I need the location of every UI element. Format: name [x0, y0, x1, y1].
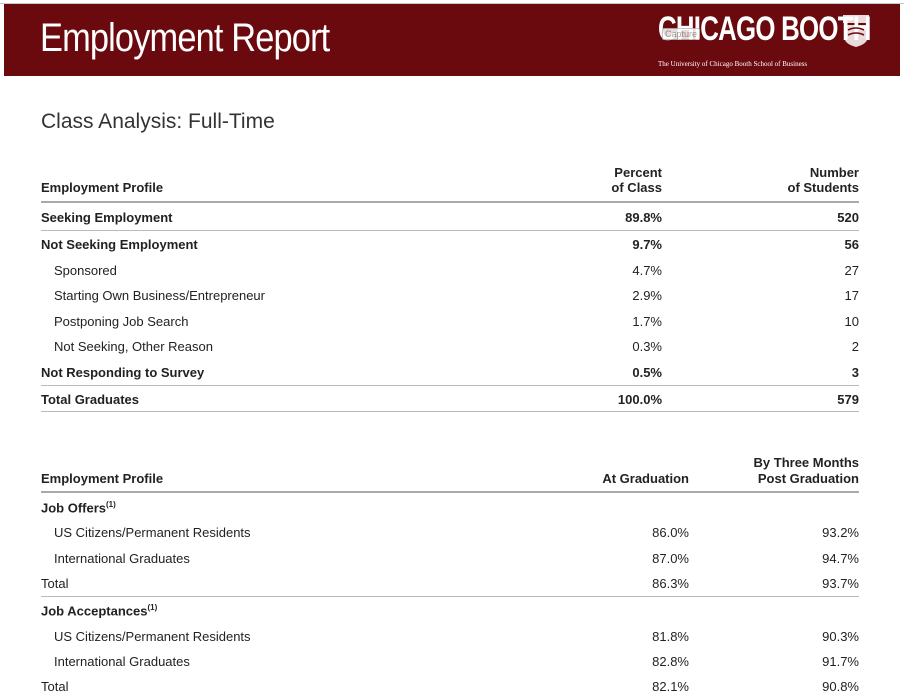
table-row: Not Seeking Employment 9.7% 56 — [41, 231, 859, 257]
divider — [41, 596, 859, 597]
table-row-total: Total 86.3% 93.7% — [41, 570, 859, 596]
row-number: 2 — [851, 339, 859, 354]
footnote-marker: (1) — [147, 603, 158, 612]
group-label-text: Job Acceptances — [41, 603, 148, 619]
row-label: Not Seeking, Other Reason — [54, 339, 213, 354]
table-row: Sponsored 4.7% 27 — [41, 257, 859, 283]
header-number-line2: of Students — [787, 180, 860, 195]
divider — [41, 230, 859, 231]
row-label: Total Graduates — [41, 392, 140, 407]
row-label: Not Responding to Survey — [41, 365, 205, 380]
table-row: Not Seeking, Other Reason 0.3% 2 — [41, 333, 859, 359]
row-number: 10 — [844, 314, 859, 329]
group-label: Job Offers(1) — [41, 500, 116, 515]
group-label: Job Acceptances(1) — [41, 603, 157, 618]
table-header: Employment Profile At Graduation By Thre… — [41, 450, 859, 490]
row-at-graduation: 82.8% — [652, 654, 689, 669]
table-row: Postponing Job Search 1.7% 10 — [41, 308, 859, 334]
header-employment-profile: Employment Profile — [41, 471, 164, 486]
row-at-graduation: 86.0% — [652, 525, 689, 540]
table-row: Starting Own Business/Entrepreneur 2.9% … — [41, 282, 859, 308]
row-number: 17 — [844, 288, 859, 303]
group-heading-job-offers: Job Offers(1) — [41, 494, 859, 520]
row-at-graduation: 82.1% — [652, 679, 689, 694]
divider — [41, 201, 859, 203]
row-three-months: 91.7% — [822, 654, 859, 669]
group-heading-job-acceptances: Job Acceptances(1) — [41, 597, 859, 623]
row-percent: 1.7% — [632, 314, 662, 329]
header-percent-line2: of Class — [611, 180, 662, 195]
row-percent: 4.7% — [632, 263, 662, 278]
row-three-months: 93.2% — [822, 525, 859, 540]
divider — [41, 385, 859, 386]
brand-logo: CHICAGO BOOTH Capture The University of … — [656, 10, 880, 70]
row-percent: 0.5% — [632, 365, 662, 380]
report-header: Employment Report CHICAGO BOOTH Capture … — [4, 4, 900, 76]
row-label: US Citizens/Permanent Residents — [54, 629, 251, 644]
row-label: Total — [41, 576, 69, 591]
table-row-total: Total Graduates 100.0% 579 — [41, 386, 859, 412]
row-label: Total — [41, 679, 69, 694]
table-row: Seeking Employment 89.8% 520 — [41, 204, 859, 230]
row-number: 27 — [844, 263, 859, 278]
divider — [41, 411, 859, 412]
report-title: Employment Report — [40, 16, 330, 60]
row-percent: 2.9% — [632, 288, 662, 303]
header-three-months-line1: By Three Months — [753, 455, 859, 470]
header-number-line1: Number — [809, 165, 859, 180]
row-percent: 100.0% — [617, 392, 662, 407]
row-at-graduation: 81.8% — [652, 629, 689, 644]
table-row: US Citizens/Permanent Residents 81.8% 90… — [41, 623, 859, 649]
brand-tagline: The University of Chicago Booth School o… — [658, 60, 808, 68]
row-label: International Graduates — [54, 551, 190, 566]
header-employment-profile: Employment Profile — [41, 180, 164, 195]
row-percent: 89.8% — [625, 210, 662, 225]
group-label-text: Job Offers — [41, 500, 107, 516]
header-at-graduation: At Graduation — [602, 471, 689, 486]
footnote-marker: (1) — [106, 500, 116, 509]
table-row: International Graduates 82.8% 91.7% — [41, 648, 859, 674]
row-number: 3 — [851, 365, 859, 380]
row-label: Not Seeking Employment — [41, 237, 198, 252]
table-row-total: Total 82.1% 90.8% — [41, 673, 859, 699]
row-number: 520 — [837, 210, 859, 225]
table-row: Not Responding to Survey 0.5% 3 — [41, 359, 859, 385]
crest-icon — [843, 15, 869, 47]
row-label: Postponing Job Search — [54, 314, 189, 329]
row-label: Seeking Employment — [41, 210, 173, 225]
header-three-months-line2: Post Graduation — [757, 471, 859, 486]
row-three-months: 90.8% — [822, 679, 859, 694]
row-label: International Graduates — [54, 654, 190, 669]
row-label: Sponsored — [54, 263, 117, 278]
row-number: 56 — [844, 237, 859, 252]
row-number: 579 — [837, 392, 859, 407]
row-three-months: 90.3% — [822, 629, 859, 644]
row-at-graduation: 86.3% — [652, 576, 689, 591]
row-three-months: 94.7% — [822, 551, 859, 566]
row-three-months: 93.7% — [822, 576, 859, 591]
row-percent: 0.3% — [632, 339, 662, 354]
divider — [41, 491, 859, 493]
table-header: Employment Profile Percent of Class Numb… — [41, 160, 859, 200]
row-at-graduation: 87.0% — [652, 551, 689, 566]
row-label: Starting Own Business/Entrepreneur — [54, 288, 265, 303]
table-row: US Citizens/Permanent Residents 86.0% 93… — [41, 519, 859, 545]
row-percent: 9.7% — [632, 237, 662, 252]
table-row: International Graduates 87.0% 94.7% — [41, 545, 859, 571]
header-percent-line1: Percent — [614, 165, 662, 180]
section-title: Class Analysis: Full-Time — [41, 110, 275, 133]
capture-button[interactable]: Capture — [662, 28, 701, 40]
top-border — [0, 0, 904, 4]
row-label: US Citizens/Permanent Residents — [54, 525, 251, 540]
